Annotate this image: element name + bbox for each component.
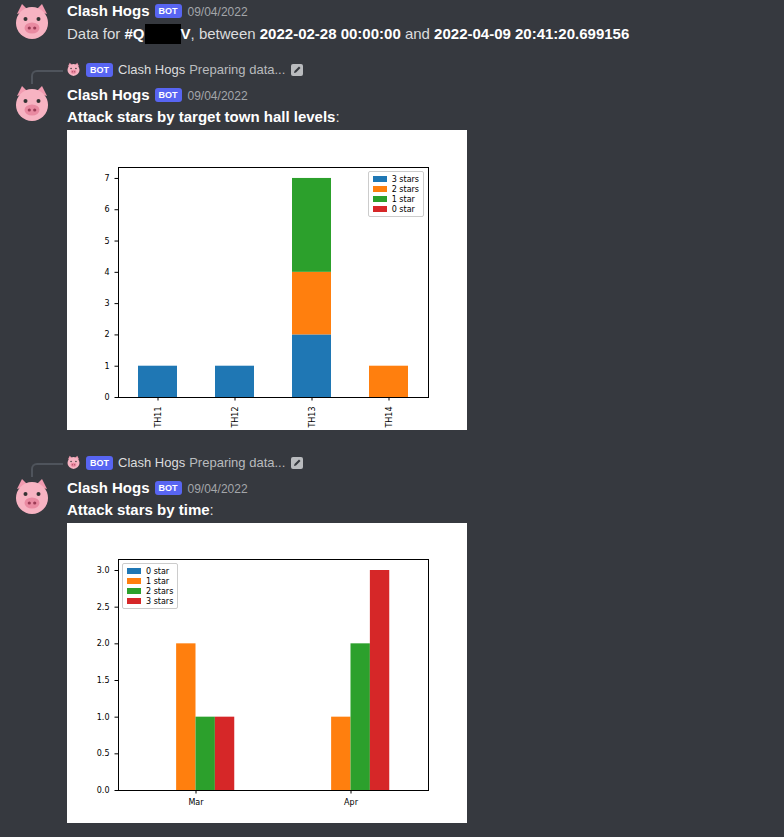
html-text:2 stars: 2 stars [146,586,174,596]
html-text:2 stars: 2 stars [391,184,419,194]
svg-text:TH14: TH14 [385,407,394,429]
svg-text:0.5: 0.5 [97,749,110,758]
html-text:Clash Hogs: Clash Hogs [67,479,150,496]
html-text:BOT: BOT [90,64,109,75]
html-text:BOT: BOT [158,483,178,493]
svg-text:TH12: TH12 [231,407,240,429]
svg-text:5: 5 [104,237,109,246]
svg-text:2: 2 [104,330,109,339]
html-text:Attack stars by time:: Attack stars by time: [67,501,214,518]
svg-text:7: 7 [104,174,109,183]
html-text:BOT: BOT [158,6,178,16]
html-text:1 star: 1 star [391,194,415,204]
html-text:09/04/2022: 09/04/2022 [187,89,248,103]
svg-text:TH13: TH13 [308,407,317,429]
svg-text:TH11: TH11 [154,407,163,429]
svg-text:2.5: 2.5 [97,603,110,612]
html-text:0 star: 0 star [391,204,415,214]
svg-text:1.0: 1.0 [97,713,110,722]
svg-text:4: 4 [104,268,109,277]
svg-text:2.0: 2.0 [97,639,110,648]
svg-text:1.5: 1.5 [97,676,110,685]
svg-text:Apr: Apr [344,798,359,807]
html-text:Clash Hogs: Clash Hogs [67,86,150,103]
html-text:Attack stars by target town ha: Attack stars by target town hall levels: [67,108,340,125]
svg-text:6: 6 [104,205,109,214]
html-text:BOT: BOT [158,90,178,100]
html-text:Clash Hogs: Clash Hogs [67,2,150,19]
html-text:3 stars: 3 stars [391,174,419,184]
html-text:09/04/2022: 09/04/2022 [187,482,248,496]
html-text:1 star: 1 star [146,576,170,586]
html-text:09/04/2022: 09/04/2022 [187,5,248,19]
svg-text:1: 1 [104,362,109,371]
html-text:Data for #Q: Data for #Q [67,25,145,42]
svg-text:Mar: Mar [188,798,204,807]
html-text:Clash Hogs Preparing data...: Clash Hogs Preparing data... [118,455,286,470]
html-text:Clash Hogs Preparing data...: Clash Hogs Preparing data... [118,62,286,77]
html-text:BOT: BOT [90,457,109,468]
html-text:V, between 2022-02-28 00:00:00: V, between 2022-02-28 00:00:00 and 2022-… [180,25,630,42]
svg-text:3: 3 [104,299,109,308]
svg-text:0.0: 0.0 [97,786,110,795]
html-text:0 star: 0 star [146,566,170,576]
html-text:3 stars: 3 stars [146,596,174,606]
svg-text:0: 0 [104,393,109,402]
svg-text:3.0: 3.0 [97,566,110,575]
